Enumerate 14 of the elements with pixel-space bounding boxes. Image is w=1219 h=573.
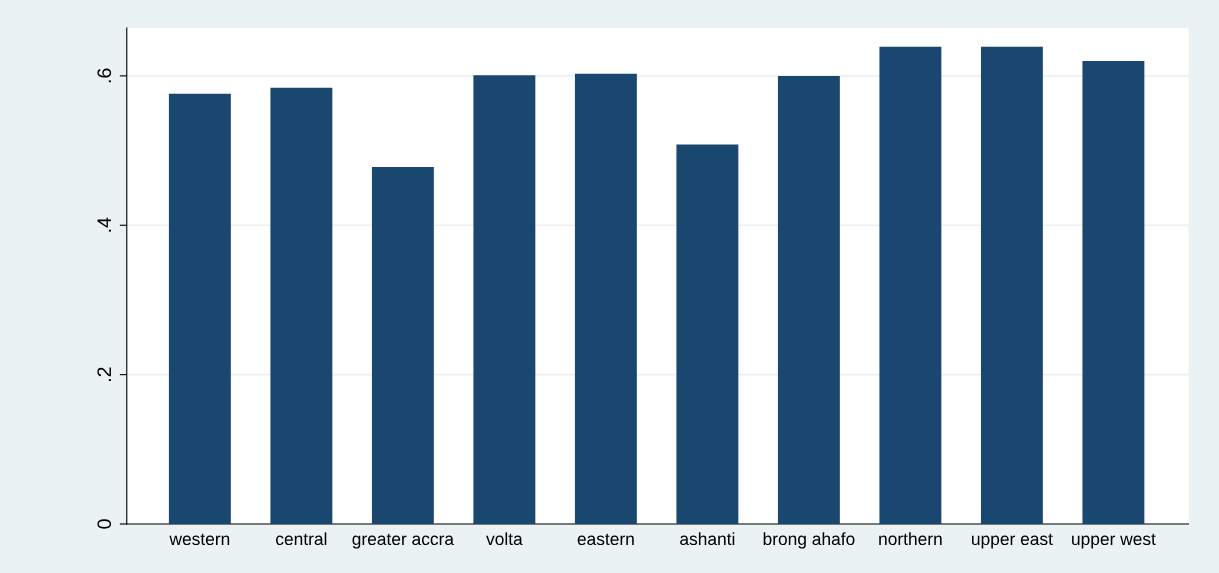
x-tick-label: ashanti (680, 532, 735, 546)
x-tick-label: upper east (972, 533, 1053, 549)
x-tick-label: upper west (1072, 533, 1156, 549)
x-tick-label: western (169, 533, 230, 546)
y-tick-label: .2 (97, 367, 111, 381)
x-tick-label: central (276, 532, 327, 546)
y-tick-label: .6 (97, 68, 112, 83)
x-tick-label: volta (486, 532, 523, 546)
x-tick-label: northern (879, 532, 942, 546)
x-tick-label: greater accra (352, 533, 455, 549)
x-tick-label: eastern (577, 533, 634, 546)
y-tick-label: 0 (97, 519, 112, 529)
x-tick-label: brong ahafo (763, 532, 855, 549)
y-tick-label: .4 (97, 217, 111, 232)
